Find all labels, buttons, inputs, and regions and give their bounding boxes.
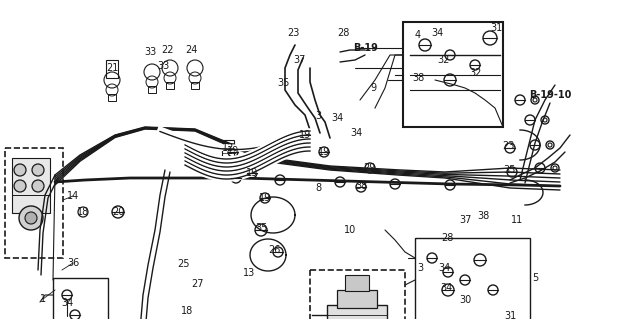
Text: 30: 30 (459, 295, 471, 305)
Text: 35: 35 (255, 223, 267, 233)
Text: 19: 19 (318, 147, 330, 157)
Text: 32: 32 (469, 68, 481, 78)
Text: 26: 26 (268, 245, 280, 255)
Text: 5: 5 (532, 273, 538, 283)
Circle shape (14, 180, 26, 192)
Circle shape (19, 206, 43, 230)
Text: 8: 8 (315, 183, 321, 193)
Text: 34: 34 (331, 113, 343, 123)
Bar (415, 238, 530, 319)
Text: B-19: B-19 (353, 43, 378, 53)
Circle shape (14, 164, 26, 176)
Bar (108, 94, 116, 101)
Text: 23: 23 (287, 28, 299, 38)
Text: 22: 22 (162, 45, 174, 55)
Text: 33: 33 (144, 47, 156, 57)
Bar (337, 290, 377, 308)
Bar (53, 278, 108, 319)
Text: 36: 36 (67, 258, 79, 268)
Bar (327, 305, 387, 319)
Text: 32: 32 (438, 55, 450, 65)
Circle shape (32, 180, 44, 192)
Text: 35: 35 (504, 165, 516, 175)
Text: 20: 20 (112, 207, 124, 217)
Text: 38: 38 (355, 181, 367, 191)
Bar (106, 60, 118, 78)
Text: 12: 12 (222, 143, 234, 153)
Text: 38: 38 (477, 211, 489, 221)
Bar (5, 148, 63, 258)
Text: 4: 4 (415, 30, 421, 40)
Text: 34: 34 (440, 283, 452, 293)
Text: 13: 13 (243, 268, 255, 278)
Text: 9: 9 (370, 83, 376, 93)
Bar (310, 270, 405, 319)
Text: 19: 19 (259, 193, 271, 203)
Text: 28: 28 (441, 233, 453, 243)
Text: 35: 35 (278, 78, 290, 88)
Bar (12, 158, 50, 213)
Text: 34: 34 (350, 128, 362, 138)
Bar (148, 86, 156, 93)
Text: 29: 29 (363, 163, 375, 173)
Text: 24: 24 (185, 45, 197, 55)
Text: 23: 23 (502, 141, 514, 151)
Bar (166, 82, 174, 89)
Text: B-19-10: B-19-10 (529, 90, 571, 100)
Circle shape (32, 164, 44, 176)
Text: 31: 31 (490, 23, 502, 33)
Bar (345, 275, 369, 291)
Text: 34: 34 (431, 28, 443, 38)
Text: 1: 1 (40, 294, 46, 304)
Text: 10: 10 (344, 225, 356, 235)
Text: 33: 33 (157, 61, 169, 71)
Text: 38: 38 (412, 73, 424, 83)
Bar (222, 140, 234, 158)
Circle shape (25, 212, 37, 224)
Text: 37: 37 (459, 215, 471, 225)
Text: 34: 34 (61, 298, 73, 308)
Text: 11: 11 (511, 215, 523, 225)
Text: 18: 18 (181, 306, 193, 316)
Text: 19: 19 (299, 130, 311, 140)
Text: 3: 3 (315, 111, 321, 121)
Text: 14: 14 (67, 191, 79, 201)
Text: 28: 28 (337, 28, 349, 38)
Text: 21: 21 (106, 63, 118, 73)
Text: 27: 27 (191, 279, 204, 289)
Text: 34: 34 (438, 263, 450, 273)
Text: 31: 31 (504, 311, 516, 319)
Text: 19: 19 (246, 168, 258, 178)
Text: 3: 3 (417, 263, 423, 273)
Text: 18: 18 (77, 207, 89, 217)
Text: 25: 25 (177, 259, 189, 269)
Text: 19: 19 (227, 146, 239, 156)
Bar (191, 82, 199, 89)
Text: 37: 37 (293, 55, 305, 65)
Bar (403, 22, 503, 127)
